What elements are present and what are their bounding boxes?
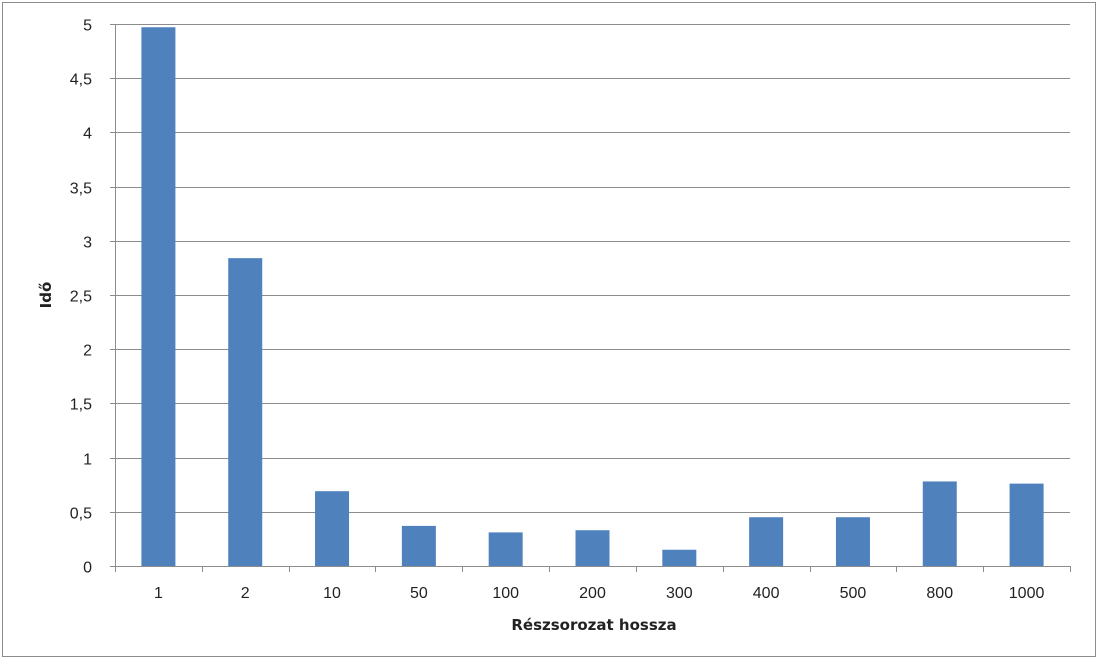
y-tick-label: 3 — [83, 235, 92, 252]
bar — [749, 517, 784, 566]
y-tick-label: 4 — [83, 126, 92, 143]
x-tick-label: 10 — [323, 585, 341, 602]
y-tick-labels: 0 0,5 1 1,5 2 2,5 3 3,5 4 4,5 5 — [70, 18, 92, 577]
bar — [228, 258, 263, 566]
x-tick-label: 1000 — [1009, 585, 1045, 602]
bar — [488, 532, 523, 566]
y-tick-label: 3,5 — [70, 181, 92, 198]
bar — [922, 481, 957, 566]
x-tick-labels: 1 2 10 50 100 200 300 400 500 800 1000 — [154, 585, 1045, 602]
bar — [141, 27, 176, 566]
y-tick-label: 4,5 — [70, 72, 92, 89]
y-tick-label: 0 — [83, 560, 92, 577]
y-tick-label: 2 — [83, 343, 92, 360]
y-tick-label: 2,5 — [70, 289, 92, 306]
bar — [835, 517, 870, 566]
y-tick-label: 1,5 — [70, 397, 92, 414]
x-tick-label: 800 — [926, 585, 953, 602]
x-tick-label: 400 — [753, 585, 780, 602]
y-tick-label: 5 — [83, 18, 92, 35]
bar — [315, 491, 350, 566]
x-tick-label: 50 — [410, 585, 428, 602]
bar — [662, 549, 697, 566]
x-tick-label: 2 — [241, 585, 250, 602]
x-tick-label: 200 — [579, 585, 606, 602]
x-tick-label: 300 — [666, 585, 693, 602]
x-tick-label: 1 — [154, 585, 163, 602]
y-axis-title: Idő — [37, 282, 55, 309]
bar — [1009, 483, 1044, 566]
x-axis-title: Részsorozat hossza — [511, 616, 676, 634]
gridlines — [115, 24, 1070, 513]
x-tick-label: 500 — [840, 585, 867, 602]
x-tick-label: 100 — [492, 585, 519, 602]
y-tick-label: 1 — [83, 452, 92, 469]
bar — [575, 530, 610, 566]
y-tick-label: 0,5 — [70, 506, 92, 523]
bars — [141, 27, 1044, 566]
bar — [401, 525, 436, 566]
axes — [110, 24, 1071, 572]
